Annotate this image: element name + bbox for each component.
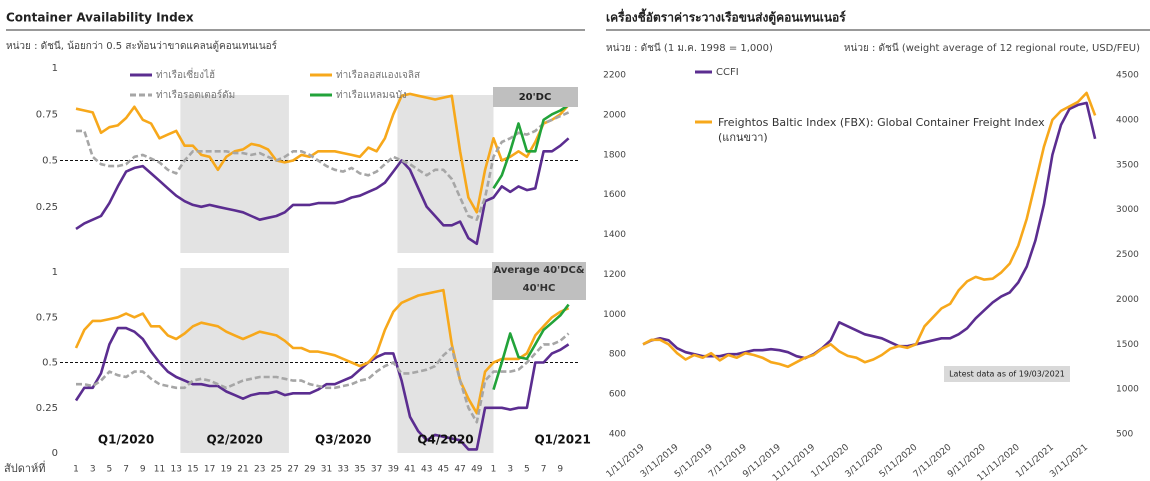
x-tick-label: 11 [154, 465, 165, 475]
x-tick-label: 7 [541, 465, 547, 475]
quarter-shade [397, 95, 494, 253]
y-tick-label: 1400 [603, 230, 626, 240]
x-tick-label: 17 [204, 465, 215, 475]
quarter-label: Q3/2020 [315, 433, 371, 447]
y-tick-label: 0.5 [42, 156, 58, 167]
legend-label: ท่าเรือลอสแองเจลิส [336, 69, 420, 81]
legend-label: ท่าเรือรอตเตอร์ดัม [156, 89, 235, 101]
x-tick-label: 13 [170, 465, 181, 475]
y2-tick-label: 500 [1116, 430, 1133, 440]
x-tick-label: 3/11/2021 [1048, 443, 1090, 480]
x-tick-label: 31 [321, 465, 332, 475]
y2-tick-label: 1500 [1116, 340, 1139, 350]
y-tick-label: 0.75 [36, 312, 58, 323]
line-series [75, 137, 570, 246]
annotation: Latest data as of 19/03/2021 [949, 370, 1065, 379]
line-series [76, 111, 570, 221]
y-tick-label: 2000 [603, 110, 626, 120]
x-tick-label: 29 [304, 465, 316, 475]
x-tick-label: 37 [371, 465, 382, 475]
line-series [642, 101, 1097, 360]
chart-tag-box [493, 87, 578, 107]
x-tick-label: 49 [471, 465, 483, 475]
line-series [74, 326, 570, 451]
x-tick-label: 3 [90, 465, 96, 475]
y-tick-label: 0.25 [36, 403, 58, 414]
y2-axis-label: หน่วย : ดัชนี (weight average of 12 regi… [844, 42, 1140, 54]
x-tick-label: 7 [123, 465, 129, 475]
y-tick-label: 1200 [603, 270, 626, 280]
y-tick-label: 400 [609, 430, 626, 440]
y-tick-label: 0.25 [36, 202, 58, 213]
y-tick-label: 0.75 [36, 109, 58, 120]
quarter-label: Q2/2020 [206, 433, 262, 447]
y2-tick-label: 4000 [1116, 115, 1139, 125]
x-tick-label: 9 [140, 465, 146, 475]
x-tick-label: 1 [491, 465, 497, 475]
y2-tick-label: 3500 [1116, 160, 1139, 170]
quarter-shade [180, 95, 289, 253]
left-title: Container Availability Index [6, 11, 194, 25]
y-tick-label: 2200 [603, 71, 626, 81]
chart-tag: Average 40'DC& 40'HC [492, 262, 586, 300]
quarter-label: Q4/2020 [417, 433, 473, 447]
y-tick-label: 1600 [603, 190, 626, 200]
y-tick-label: 1000 [603, 310, 626, 320]
x-tick-label: 35 [354, 465, 365, 475]
x-axis-label: สัปดาห์ที่ [4, 460, 46, 475]
x-tick-label: 3 [507, 465, 513, 475]
x-tick-label: 45 [438, 465, 449, 475]
quarter-label: Q1/2021 [534, 433, 590, 447]
line-series [75, 92, 570, 214]
annotation-box [944, 366, 1070, 382]
line-series [76, 332, 570, 424]
y2-tick-label: 2500 [1116, 250, 1139, 260]
x-tick-label: 21 [237, 465, 248, 475]
y-tick-label: 1 [52, 267, 58, 278]
right-title: เครื่องชี้อัตราค่าระวางเรือขนส่งตู้คอนเท… [606, 8, 846, 26]
x-tick-label: 47 [454, 465, 465, 475]
x-tick-label: 25 [271, 465, 282, 475]
legend-label: ท่าเรือเซี่ยงไฮ้ [156, 67, 215, 81]
y2-tick-label: 3000 [1116, 205, 1139, 215]
line-series [492, 103, 570, 189]
y-tick-label: 800 [609, 350, 626, 360]
line-series [642, 91, 1097, 368]
legend-label: ท่าเรือแหลมฉบัง [336, 89, 407, 101]
legend-label: CCFI [716, 67, 739, 78]
legend-label: Freightos Baltic Index (FBX): Global Con… [718, 116, 1045, 144]
chart-tag: 20'DC [519, 92, 552, 103]
line-series [74, 288, 570, 415]
x-tick-label: 41 [404, 465, 415, 475]
y2-tick-label: 2000 [1116, 295, 1139, 305]
y-tick-label: 600 [609, 390, 626, 400]
y-tick-label: 0.5 [42, 358, 58, 369]
line-series [492, 303, 570, 390]
x-tick-label: 5 [107, 465, 113, 475]
y2-tick-label: 1000 [1116, 385, 1139, 395]
y-tick-label: 1 [52, 63, 58, 74]
y2-tick-label: 4500 [1116, 71, 1139, 81]
x-tick-label: 39 [388, 465, 400, 475]
left-subtitle: หน่วย : ดัชนี, น้อยกว่า 0.5 สะท้อนว่าขาด… [6, 40, 278, 52]
x-tick-label: 23 [254, 465, 265, 475]
y-axis-label: หน่วย : ดัชนี (1 ม.ค. 1998 = 1,000) [606, 42, 773, 54]
quarter-label: Q1/2020 [98, 433, 154, 447]
y-tick-label: 1800 [603, 150, 626, 160]
quarter-shade [180, 268, 289, 453]
x-tick-label: 1 [73, 465, 79, 475]
x-tick-label: 43 [421, 465, 432, 475]
x-tick-label: 27 [287, 465, 298, 475]
x-tick-label: 33 [337, 465, 348, 475]
x-tick-label: 15 [187, 465, 198, 475]
x-tick-label: 9 [557, 465, 563, 475]
x-tick-label: 19 [221, 465, 233, 475]
x-tick-label: 5 [524, 465, 530, 475]
y-tick-label: 0 [52, 448, 58, 459]
